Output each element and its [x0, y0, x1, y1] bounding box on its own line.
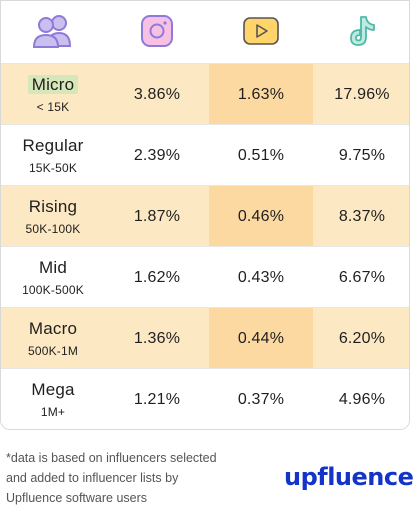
table-row: Regular 15K-50K 2.39% 0.51% 9.75% — [1, 124, 409, 186]
upfluence-logo[interactable]: upfluence — [284, 462, 413, 492]
table-row: Mid 100K-500K 1.62% 0.43% 6.67% — [1, 246, 409, 308]
tiktok-value: 6.67% — [338, 268, 386, 286]
logo-text: upfluence — [284, 463, 413, 491]
tiktok-value: 9.75% — [338, 146, 386, 164]
engagement-table: Micro < 15K 3.86% 1.63% 17.96% Regular 1… — [0, 0, 410, 430]
youtube-icon — [209, 11, 313, 51]
tiktok-value: 6.20% — [313, 308, 409, 369]
tier-range: 50K-100K — [25, 221, 81, 236]
youtube-value: 0.37% — [237, 390, 285, 408]
tier-range: 100K-500K — [22, 282, 84, 297]
tier-name: Regular — [22, 135, 84, 155]
table-row: Rising 50K-100K 1.87% 0.46% 8.37% — [1, 185, 409, 247]
tier-name: Mid — [39, 257, 67, 277]
instagram-value: 1.21% — [133, 390, 181, 408]
tiktok-value: 4.96% — [338, 390, 386, 408]
tier-name: Micro — [27, 74, 79, 94]
table-row: Macro 500K-1M 1.36% 0.44% 6.20% — [1, 307, 409, 369]
tier-label: Rising 50K-100K — [1, 186, 105, 247]
tier-label: Micro < 15K — [1, 64, 105, 125]
table-row: Mega 1M+ 1.21% 0.37% 4.96% — [1, 368, 409, 429]
instagram-icon — [105, 11, 209, 51]
youtube-value: 0.46% — [209, 186, 313, 247]
youtube-value: 0.43% — [237, 268, 285, 286]
tier-range: 500K-1M — [27, 343, 79, 358]
tiktok-value: 17.96% — [313, 64, 409, 125]
instagram-value: 2.39% — [133, 146, 181, 164]
platform-header — [1, 1, 409, 63]
tiktok-icon — [313, 11, 409, 51]
tier-label: Regular 15K-50K — [1, 125, 105, 186]
youtube-value: 0.44% — [209, 308, 313, 369]
instagram-value: 3.86% — [105, 64, 209, 125]
tier-name: Mega — [31, 379, 75, 399]
tier-label: Mid 100K-500K — [1, 247, 105, 308]
tiktok-value: 8.37% — [313, 186, 409, 247]
youtube-value: 0.51% — [237, 146, 285, 164]
tier-name: Macro — [28, 318, 78, 338]
footnote: *data is based on influencers selected a… — [6, 451, 217, 505]
tier-range: 1M+ — [40, 404, 66, 419]
tier-label: Macro 500K-1M — [1, 308, 105, 369]
users-icon — [1, 11, 105, 51]
instagram-value: 1.36% — [105, 308, 209, 369]
tier-label: Mega 1M+ — [1, 369, 105, 429]
table-row: Micro < 15K 3.86% 1.63% 17.96% — [1, 63, 409, 125]
instagram-value: 1.62% — [133, 268, 181, 286]
tier-range: < 15K — [36, 99, 70, 114]
tier-range: 15K-50K — [28, 160, 78, 175]
youtube-value: 1.63% — [209, 64, 313, 125]
instagram-value: 1.87% — [105, 186, 209, 247]
tier-name: Rising — [28, 196, 78, 216]
